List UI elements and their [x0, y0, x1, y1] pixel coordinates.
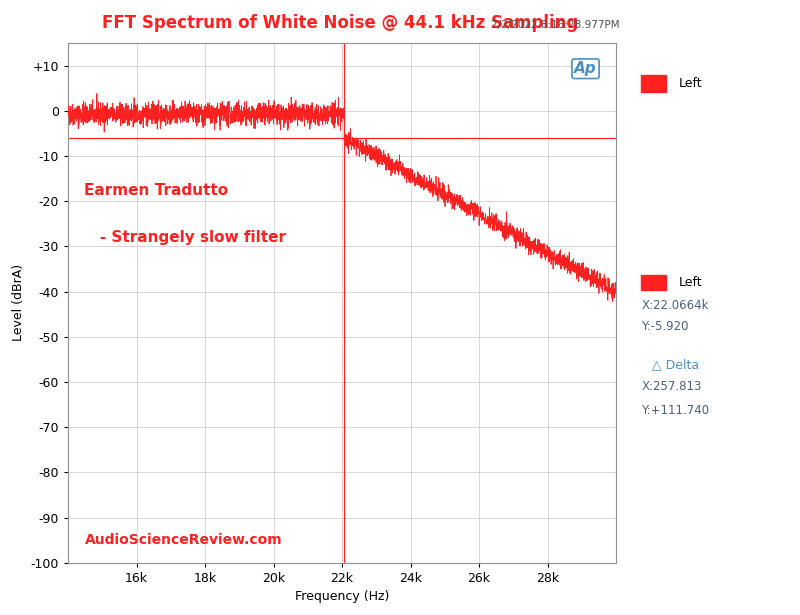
Text: Y:+111.740: Y:+111.740 — [642, 404, 710, 418]
Text: Y:-5.920: Y:-5.920 — [642, 320, 689, 333]
Y-axis label: Level (dBrA): Level (dBrA) — [12, 264, 25, 341]
Text: AudioScienceReview.com: AudioScienceReview.com — [85, 533, 282, 547]
Text: X:257.813: X:257.813 — [642, 380, 702, 393]
Text: FFT Spectrum of White Noise @ 44.1 kHz Sampling: FFT Spectrum of White Noise @ 44.1 kHz S… — [102, 14, 578, 31]
Text: Ap: Ap — [574, 62, 597, 76]
Text: Earmen Tradutto: Earmen Tradutto — [85, 183, 229, 199]
Text: Cursors: Cursors — [683, 252, 737, 265]
Text: X:22.0664k: X:22.0664k — [642, 300, 709, 312]
Text: 2/2/2022 8:16:28.977PM: 2/2/2022 8:16:28.977PM — [491, 20, 620, 30]
Bar — [642, 75, 666, 92]
Text: Data: Data — [694, 50, 726, 63]
X-axis label: Frequency (Hz): Frequency (Hz) — [295, 590, 389, 603]
Text: Left: Left — [679, 77, 702, 90]
Bar — [642, 276, 666, 290]
Text: △ Delta: △ Delta — [652, 358, 699, 371]
Text: - Strangely slow filter: - Strangely slow filter — [85, 230, 286, 245]
Text: Left: Left — [679, 276, 702, 289]
